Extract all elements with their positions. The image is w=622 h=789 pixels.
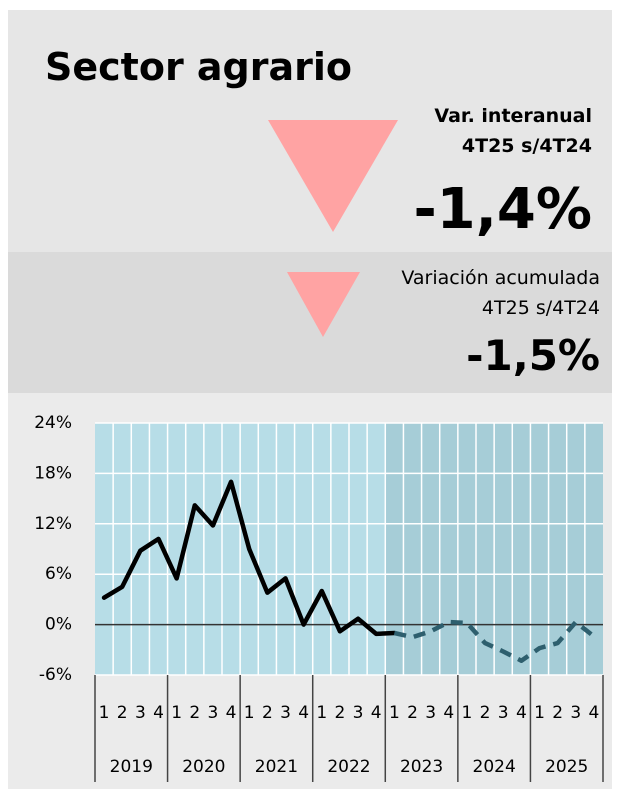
main-value: -1,4% [413,177,592,242]
x-tick-label: 4 [153,703,164,723]
x-tick-label: 2 [189,703,200,723]
x-tick-label: 2 [552,703,563,723]
x-tick-label: 2 [480,703,491,723]
x-tick-label: 4 [298,703,309,723]
x-tick-label: 1 [99,703,110,723]
cumulative-value: -1,5% [466,331,600,380]
x-tick-label: 3 [353,703,364,723]
x-tick-label: 2 [335,703,346,723]
main-period: 4T25 s/4T24 [462,135,592,157]
x-tick-label: 2 [262,703,273,723]
title: Sector agrario [45,45,352,89]
y-tick-label: 6% [45,564,72,584]
cumulative-period: 4T25 s/4T24 [482,297,600,319]
x-tick-label: 3 [425,703,436,723]
x-tick-label: 1 [389,703,400,723]
x-tick-label: 3 [280,703,291,723]
series-line [101,479,397,637]
x-tick-label: 2 [407,703,418,723]
year-label: 2020 [182,757,225,777]
x-tick-label: 2 [117,703,128,723]
y-tick-label: 0% [45,615,72,635]
year-label: 2025 [545,757,588,777]
x-tick-label: 4 [443,703,454,723]
x-tick-label: 1 [316,703,327,723]
x-tick-label: 1 [534,703,545,723]
down-arrow [287,272,360,337]
x-tick-label: 3 [208,703,219,723]
year-label: 2023 [400,757,443,777]
x-tick-label: 4 [371,703,382,723]
down-arrow [268,120,398,232]
y-tick-label: 12% [34,514,72,534]
year-label: 2022 [327,757,370,777]
y-tick-label: 18% [34,463,72,483]
x-tick-label: 3 [498,703,509,723]
y-tick-label: -6% [39,665,72,685]
y-tick-label: 24% [34,413,72,433]
x-tick-label: 4 [516,703,527,723]
x-tick-label: 1 [171,703,182,723]
main-label: Var. interanual [434,105,592,127]
x-tick-label: 1 [244,703,255,723]
x-tick-label: 1 [462,703,473,723]
x-tick-label: 3 [570,703,581,723]
year-label: 2021 [255,757,298,777]
x-tick-label: 4 [226,703,237,723]
year-label: 2024 [473,757,516,777]
year-label: 2019 [110,757,153,777]
series-line [393,619,596,663]
x-tick-label: 4 [589,703,600,723]
cumulative-label: Variación acumulada [401,267,600,289]
x-tick-label: 3 [135,703,146,723]
